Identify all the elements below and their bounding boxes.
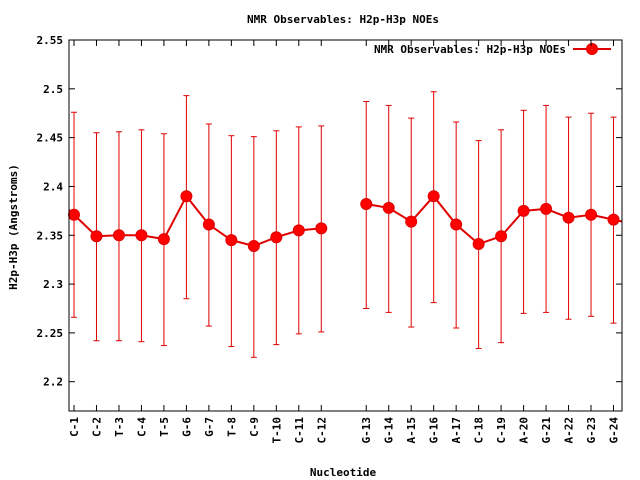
- legend: NMR Observables: H2p-H3p NOEs: [374, 43, 611, 56]
- data-point: [562, 211, 575, 224]
- data-point: [225, 234, 238, 247]
- x-tick-label: A-17: [450, 417, 463, 444]
- x-tick-label: G-14: [383, 417, 396, 444]
- x-tick-label: G-23: [585, 417, 598, 444]
- legend-label: NMR Observables: H2p-H3p NOEs: [374, 43, 566, 56]
- x-tick-label: C-9: [248, 417, 261, 437]
- data-point: [112, 229, 125, 242]
- data-point: [360, 198, 373, 211]
- y-tick-label: 2.2: [43, 376, 63, 389]
- x-tick-label: C-18: [473, 417, 486, 444]
- data-point: [180, 190, 193, 203]
- x-tick-label: T-10: [270, 417, 283, 444]
- data-point: [495, 230, 508, 243]
- x-tick-label: T-5: [158, 417, 171, 437]
- data-point: [90, 230, 103, 243]
- data-point: [135, 229, 148, 242]
- y-tick-label: 2.45: [37, 132, 64, 145]
- data-point: [247, 240, 260, 253]
- data-point: [315, 222, 328, 235]
- series-line: [366, 194, 623, 246]
- x-tick-label: G-6: [180, 417, 193, 437]
- x-tick-label: C-12: [315, 417, 328, 444]
- data-point: [68, 208, 80, 221]
- y-tick-label: 2.4: [43, 180, 63, 193]
- x-tick-label: C-2: [90, 417, 103, 437]
- data-point: [607, 213, 620, 226]
- data-point: [517, 204, 530, 217]
- chart-title: NMR Observables: H2p-H3p NOEs: [247, 13, 439, 26]
- plot-frame: [68, 39, 623, 412]
- legend-marker: [586, 43, 598, 55]
- x-tick-label: T-8: [225, 417, 238, 437]
- x-tick-label: A-20: [518, 417, 531, 444]
- y-tick-label: 2.25: [37, 327, 64, 340]
- y-tick-label: 2.5: [43, 83, 63, 96]
- data-point: [292, 224, 305, 237]
- x-tick-label: G-7: [203, 417, 216, 437]
- series-line: [68, 194, 322, 248]
- y-axis-label: H2p-H3p (Angstroms): [7, 164, 20, 290]
- data-point: [427, 190, 440, 203]
- data-point: [405, 215, 418, 228]
- data-point: [540, 202, 553, 215]
- y-tick-label: 2.35: [37, 229, 64, 242]
- x-tick-label: C-11: [293, 417, 306, 444]
- x-tick-label: C-19: [495, 417, 508, 444]
- x-axis-label: Nucleotide: [310, 466, 377, 479]
- x-tick-label: G-13: [360, 417, 373, 444]
- x-tick-label: G-24: [608, 417, 621, 444]
- data-point: [472, 238, 485, 251]
- data-point: [157, 233, 170, 246]
- x-tick-label: G-16: [428, 417, 441, 444]
- plot-area: 2.2 2.25 2.3 2.35 2.4 2.45 2.5 2.55 C-1 C-2 T-3 C-4…: [37, 34, 623, 444]
- y-tick-label: 2.55: [37, 34, 64, 47]
- data-point: [450, 218, 463, 231]
- data-point: [202, 218, 215, 231]
- x-tick-label: C-4: [135, 417, 148, 437]
- data-point: [270, 231, 283, 244]
- x-tick-label: T-3: [113, 417, 126, 437]
- x-tick-label: A-22: [563, 417, 576, 444]
- x-tick-label: G-21: [540, 417, 553, 444]
- data-point: [585, 208, 598, 221]
- y-tick-label: 2.3: [43, 278, 63, 291]
- x-tick-label: C-1: [68, 417, 81, 437]
- data-point: [382, 201, 395, 214]
- x-tick-label: A-15: [405, 417, 418, 444]
